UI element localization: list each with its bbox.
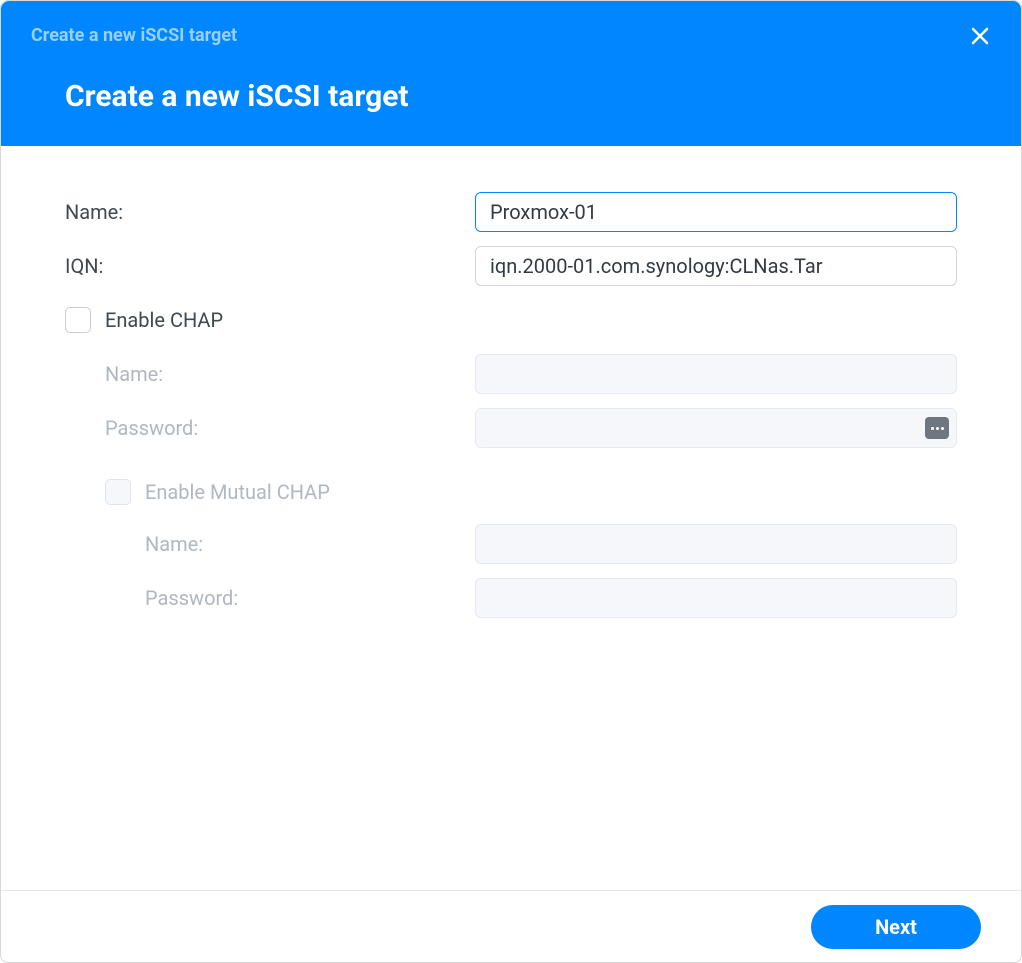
password-reveal-icon[interactable]	[925, 417, 949, 439]
chap-name-label: Name:	[65, 362, 475, 386]
enable-mutual-chap-label: Enable Mutual CHAP	[145, 480, 330, 504]
mutual-name-row: Name:	[65, 523, 957, 565]
mutual-name-label: Name:	[65, 532, 475, 556]
enable-chap-checkbox[interactable]	[65, 307, 91, 333]
header-subtitle: Create a new iSCSI target	[31, 25, 237, 46]
chap-name-row: Name:	[65, 353, 957, 395]
chap-password-row: Password:	[65, 407, 957, 449]
enable-chap-row: Enable CHAP	[65, 307, 957, 333]
name-label: Name:	[65, 200, 475, 224]
iqn-input[interactable]	[475, 246, 957, 286]
chap-password-input	[475, 408, 957, 448]
name-row: Name:	[65, 191, 957, 233]
chap-password-label: Password:	[65, 416, 475, 440]
close-icon[interactable]	[969, 25, 991, 47]
chap-name-input	[475, 354, 957, 394]
iqn-row: IQN:	[65, 245, 957, 287]
dialog-header: Create a new iSCSI target Create a new i…	[1, 1, 1021, 146]
enable-mutual-chap-row: Enable Mutual CHAP	[65, 479, 957, 505]
mutual-password-row: Password:	[65, 577, 957, 619]
mutual-name-input	[475, 524, 957, 564]
name-input[interactable]	[475, 192, 957, 232]
page-title: Create a new iSCSI target	[65, 79, 409, 114]
mutual-password-input	[475, 578, 957, 618]
dialog-content: Name: IQN: Enable CHAP Name: Password:	[1, 146, 1021, 619]
enable-mutual-chap-checkbox	[105, 479, 131, 505]
iqn-label: IQN:	[65, 254, 475, 278]
dialog-footer: Next	[1, 890, 1021, 962]
next-button[interactable]: Next	[811, 905, 981, 949]
enable-chap-label: Enable CHAP	[105, 308, 223, 332]
mutual-password-label: Password:	[65, 586, 475, 610]
